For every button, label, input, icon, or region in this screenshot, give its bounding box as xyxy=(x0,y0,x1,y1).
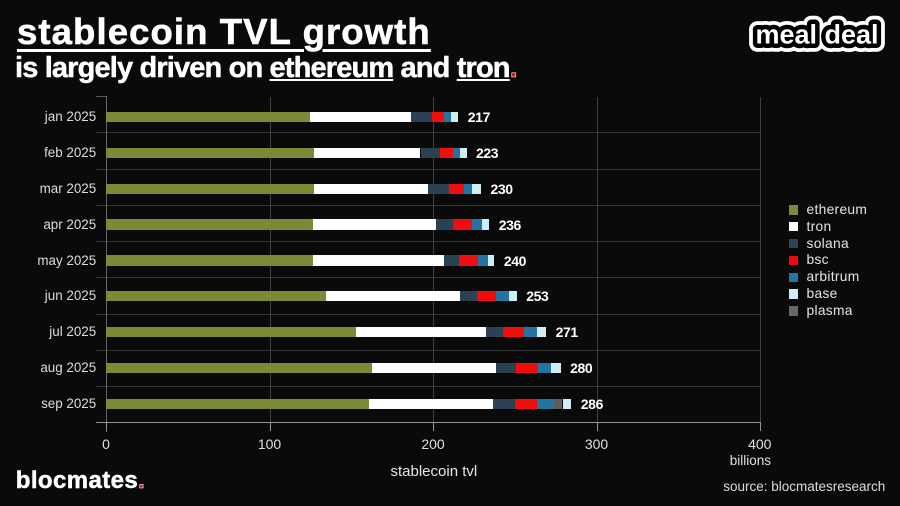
svg-text:meal deal: meal deal xyxy=(755,20,878,50)
svg-text:meal deal: meal deal xyxy=(755,20,878,50)
